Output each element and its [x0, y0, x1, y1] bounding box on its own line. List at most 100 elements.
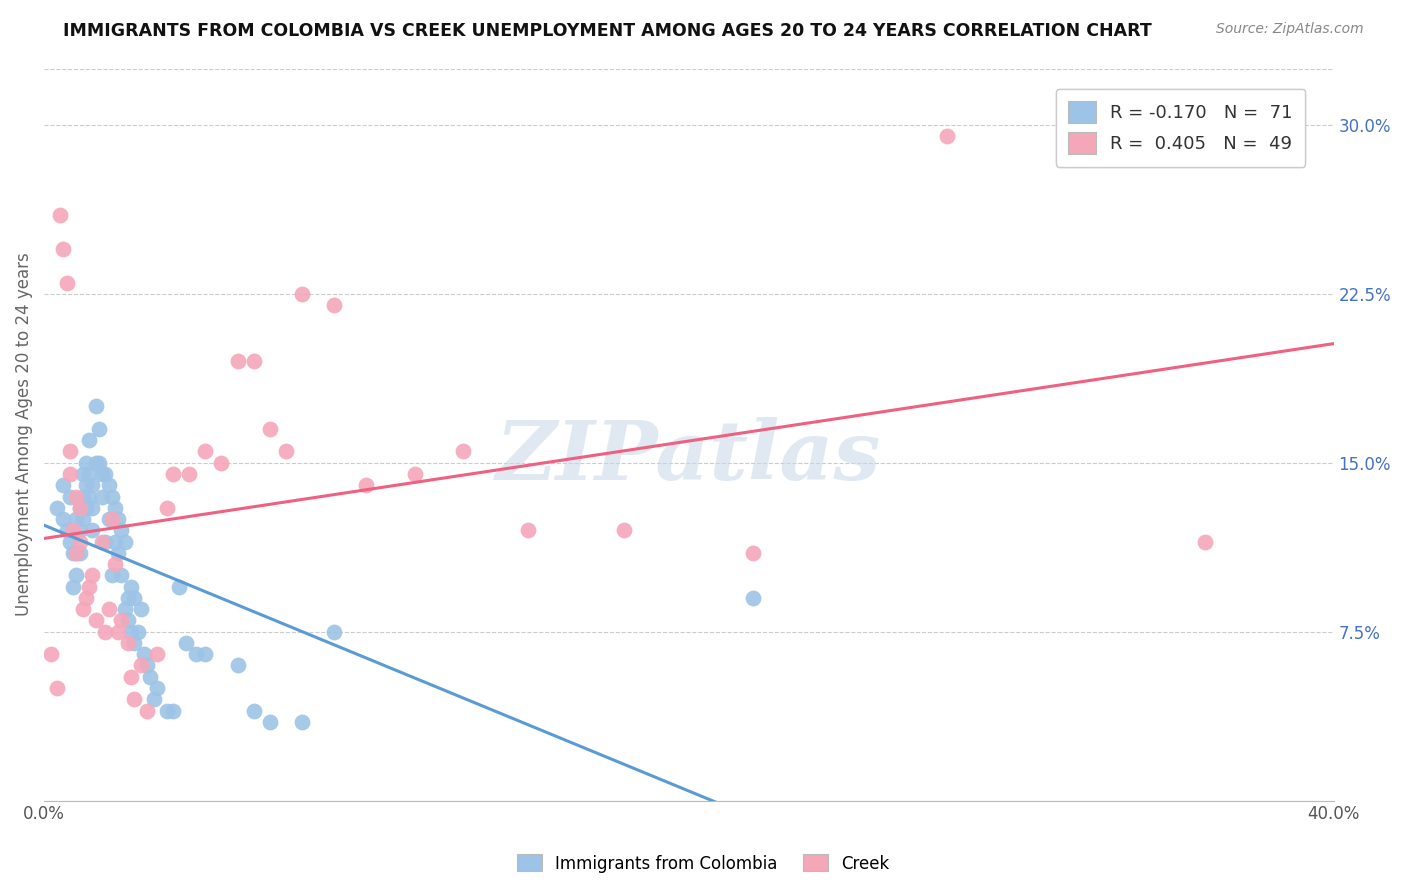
Point	[72, 602, 94, 616]
Point	[55, 276, 77, 290]
Point	[1194, 534, 1216, 549]
Point	[129, 602, 152, 616]
Point	[84, 400, 107, 414]
Point	[101, 512, 124, 526]
Point	[69, 500, 91, 515]
Point	[136, 704, 159, 718]
Point	[82, 478, 104, 492]
Point	[91, 467, 114, 481]
Point	[94, 534, 117, 549]
Point	[52, 512, 75, 526]
Point	[65, 490, 87, 504]
Point	[69, 546, 91, 560]
Point	[110, 614, 132, 628]
Point	[169, 580, 191, 594]
Point	[117, 591, 139, 605]
Point	[62, 580, 84, 594]
Point	[72, 467, 94, 481]
Point	[87, 456, 110, 470]
Point	[323, 624, 346, 639]
Point	[139, 670, 162, 684]
Point	[451, 444, 474, 458]
Point	[75, 500, 97, 515]
Point	[114, 534, 136, 549]
Point	[101, 568, 124, 582]
Point	[162, 704, 184, 718]
Point	[155, 704, 177, 718]
Point	[516, 524, 538, 538]
Point	[59, 534, 82, 549]
Point	[46, 500, 69, 515]
Point	[114, 602, 136, 616]
Point	[75, 591, 97, 605]
Point	[110, 524, 132, 538]
Point	[59, 490, 82, 504]
Point	[226, 354, 249, 368]
Y-axis label: Unemployment Among Ages 20 to 24 years: Unemployment Among Ages 20 to 24 years	[15, 252, 32, 616]
Point	[104, 534, 127, 549]
Point	[124, 636, 146, 650]
Point	[242, 704, 264, 718]
Point	[323, 298, 346, 312]
Point	[242, 354, 264, 368]
Point	[62, 524, 84, 538]
Point	[94, 467, 117, 481]
Point	[404, 467, 426, 481]
Point	[39, 647, 62, 661]
Point	[742, 546, 765, 560]
Point	[101, 490, 124, 504]
Point	[87, 422, 110, 436]
Point	[935, 129, 957, 144]
Point	[174, 636, 197, 650]
Point	[194, 647, 217, 661]
Point	[82, 568, 104, 582]
Point	[107, 512, 129, 526]
Point	[291, 714, 314, 729]
Point	[59, 444, 82, 458]
Point	[94, 624, 117, 639]
Point	[259, 422, 281, 436]
Point	[97, 602, 120, 616]
Point	[184, 647, 207, 661]
Point	[91, 534, 114, 549]
Point	[742, 591, 765, 605]
Point	[55, 524, 77, 538]
Point	[46, 681, 69, 695]
Point	[75, 478, 97, 492]
Point	[77, 580, 100, 594]
Point	[65, 546, 87, 560]
Point	[155, 500, 177, 515]
Point	[82, 500, 104, 515]
Point	[274, 444, 297, 458]
Point	[356, 478, 378, 492]
Point	[104, 500, 127, 515]
Point	[124, 692, 146, 706]
Point	[84, 456, 107, 470]
Point	[120, 580, 142, 594]
Point	[120, 624, 142, 639]
Point	[226, 658, 249, 673]
Point	[259, 714, 281, 729]
Point	[209, 456, 232, 470]
Legend: R = -0.170   N =  71, R =  0.405   N =  49: R = -0.170 N = 71, R = 0.405 N = 49	[1056, 88, 1305, 167]
Point	[69, 500, 91, 515]
Point	[613, 524, 636, 538]
Point	[107, 546, 129, 560]
Point	[72, 490, 94, 504]
Point	[146, 647, 169, 661]
Point	[117, 614, 139, 628]
Point	[110, 568, 132, 582]
Point	[179, 467, 201, 481]
Text: Source: ZipAtlas.com: Source: ZipAtlas.com	[1216, 22, 1364, 37]
Point	[291, 286, 314, 301]
Point	[194, 444, 217, 458]
Text: IMMIGRANTS FROM COLOMBIA VS CREEK UNEMPLOYMENT AMONG AGES 20 TO 24 YEARS CORRELA: IMMIGRANTS FROM COLOMBIA VS CREEK UNEMPL…	[63, 22, 1152, 40]
Point	[69, 534, 91, 549]
Point	[52, 242, 75, 256]
Point	[52, 478, 75, 492]
Point	[129, 658, 152, 673]
Point	[97, 478, 120, 492]
Point	[162, 467, 184, 481]
Point	[77, 467, 100, 481]
Point	[127, 624, 149, 639]
